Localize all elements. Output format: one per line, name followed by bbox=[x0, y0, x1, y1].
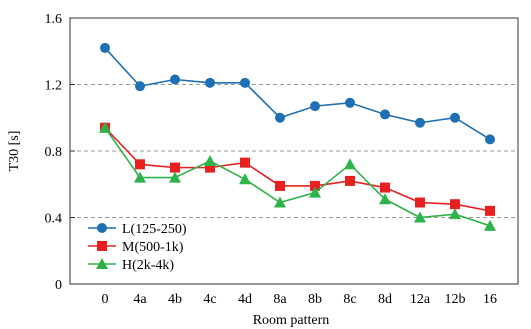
data-point bbox=[414, 211, 426, 223]
data-point bbox=[310, 101, 320, 112]
data-point bbox=[275, 112, 285, 123]
x-tick-label: 4c bbox=[203, 292, 216, 307]
data-point bbox=[345, 97, 355, 108]
legend-label: H(2k-4k) bbox=[122, 258, 174, 273]
gridlines bbox=[70, 84, 518, 218]
series-square bbox=[100, 122, 495, 216]
x-tick-label: 12a bbox=[410, 292, 431, 307]
y-tick-label: 1.6 bbox=[45, 12, 63, 27]
data-point bbox=[239, 173, 251, 185]
data-point bbox=[240, 157, 250, 168]
data-point bbox=[240, 77, 250, 88]
data-point bbox=[99, 121, 111, 133]
x-tick-label: 0 bbox=[102, 292, 109, 307]
data-point bbox=[205, 162, 215, 173]
data-point bbox=[415, 197, 425, 208]
y-axis-title: T30 [s] bbox=[7, 131, 22, 172]
x-tick-label: 8a bbox=[273, 292, 287, 307]
x-tick-label: 8b bbox=[308, 292, 322, 307]
data-point bbox=[169, 171, 181, 183]
legend-label: L(125-250) bbox=[122, 222, 187, 237]
series-line bbox=[104, 47, 491, 141]
y-tick-label: 0.8 bbox=[45, 145, 63, 160]
legend-label: M(500-1k) bbox=[122, 240, 184, 255]
series-line bbox=[104, 127, 491, 227]
data-point bbox=[415, 117, 425, 128]
data-point bbox=[204, 154, 216, 166]
legend-marker bbox=[96, 258, 108, 269]
legend-item: H(2k-4k) bbox=[88, 258, 174, 273]
axes: T30 [s] Room pattern 0 0.4 0.8 1.2 1.6 0 4a 4b 4… bbox=[7, 12, 519, 328]
series bbox=[99, 42, 496, 231]
data-point bbox=[449, 208, 461, 220]
series-circle bbox=[100, 42, 495, 145]
y-tick-label: 0 bbox=[55, 278, 62, 293]
x-tick-label: 8c bbox=[343, 292, 356, 307]
data-point bbox=[450, 199, 460, 210]
x-tick-label: 4b bbox=[168, 292, 182, 307]
x-tick-label: 4a bbox=[133, 292, 147, 307]
y-tick-label: 1.2 bbox=[45, 79, 63, 94]
series-triangle bbox=[99, 121, 496, 231]
data-point bbox=[275, 180, 285, 191]
data-point bbox=[170, 162, 180, 173]
data-point bbox=[135, 81, 145, 92]
data-point bbox=[205, 77, 215, 88]
x-tick-label: 8d bbox=[378, 292, 392, 307]
legend-marker bbox=[97, 223, 107, 233]
legend-item: L(125-250) bbox=[88, 222, 187, 237]
data-point bbox=[345, 175, 355, 186]
x-tick-label: 16 bbox=[483, 292, 497, 307]
data-point bbox=[450, 112, 460, 123]
data-point bbox=[485, 205, 495, 216]
data-point bbox=[380, 109, 390, 120]
x-axis-title: Room pattern bbox=[253, 313, 330, 328]
data-point bbox=[100, 42, 110, 53]
legend: L(125-250) M(500-1k) H(2k-4k) bbox=[88, 222, 187, 273]
y-tick-label: 0.4 bbox=[45, 212, 63, 227]
data-point bbox=[310, 180, 320, 191]
data-point bbox=[134, 171, 146, 183]
data-point bbox=[379, 193, 391, 205]
legend-item: M(500-1k) bbox=[88, 240, 184, 255]
x-tick-label: 12b bbox=[445, 292, 466, 307]
series-line bbox=[104, 127, 491, 212]
x-tick-label: 4d bbox=[238, 292, 252, 307]
legend-marker bbox=[97, 241, 107, 251]
data-point bbox=[485, 134, 495, 145]
data-point bbox=[170, 74, 180, 85]
data-point bbox=[274, 196, 286, 208]
data-point bbox=[344, 158, 356, 170]
data-point bbox=[484, 219, 496, 231]
data-point bbox=[380, 182, 390, 193]
data-point bbox=[135, 159, 145, 170]
data-point bbox=[309, 186, 321, 198]
